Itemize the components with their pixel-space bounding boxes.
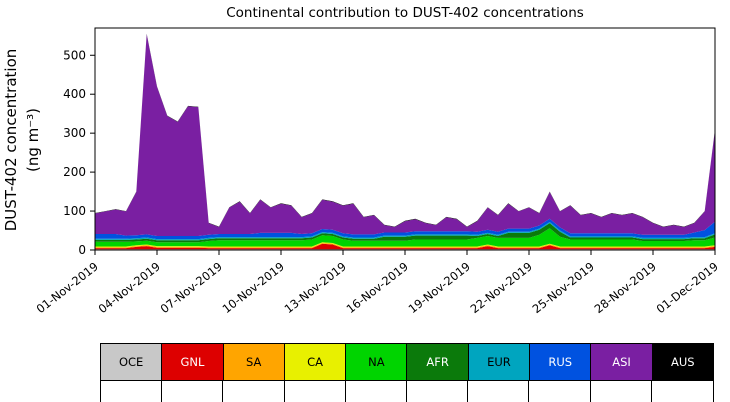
legend-empty-cell: [283, 381, 346, 402]
continent-legend: OCE GNL SA CA NA AFR EUR RUS ASI AUS: [100, 343, 715, 402]
x-tick-label: 19-Nov-2019: [406, 259, 473, 316]
y-tick-label: 200: [63, 165, 86, 179]
legend-empty-cell: [100, 381, 162, 402]
legend-empty-cell: [589, 381, 652, 402]
area-RUS: [95, 218, 715, 240]
x-tick-label: 22-Nov-2019: [468, 259, 535, 316]
legend-empty-cell: [222, 381, 284, 402]
chart-container: Continental contribution to DUST-402 con…: [2, 5, 721, 316]
area-GNL: [95, 243, 715, 250]
y-tick-label: 0: [78, 243, 86, 257]
legend-empty-cell: [467, 381, 529, 402]
legend-empty-cell: [650, 381, 715, 402]
legend-item-RUS: RUS: [529, 343, 592, 381]
chart-title: Continental contribution to DUST-402 con…: [226, 5, 584, 21]
axes: 0 100 200 300 400 500 01-Nov-201904-Nov-201907…: [34, 27, 721, 316]
x-tick-label: 25-Nov-2019: [530, 259, 597, 316]
legend-item-AFR: AFR: [406, 343, 469, 381]
legend-empty-cell: [528, 381, 590, 402]
x-tick-label: 16-Nov-2019: [344, 259, 411, 316]
legend-item-OCE: OCE: [100, 343, 163, 381]
chart-svg: Continental contribution to DUST-402 con…: [2, 5, 721, 316]
legend-item-CA: CA: [283, 343, 347, 381]
y-tick-label: 100: [63, 204, 86, 218]
legend-item-AUS: AUS: [651, 343, 714, 381]
legend-empty-cell: [161, 381, 223, 402]
legend-item-GNL: GNL: [161, 343, 224, 381]
y-axis-label-line2: (ng m⁻³): [24, 108, 42, 172]
area-CA: [95, 242, 715, 248]
y-tick-label: 500: [63, 48, 86, 62]
area-NA: [95, 228, 715, 247]
y-tick-label: 300: [63, 126, 86, 140]
y-tick-label: 400: [63, 87, 86, 101]
legend-row-cropped: [100, 381, 715, 402]
area-EUR: [95, 222, 715, 241]
legend-item-ASI: ASI: [590, 343, 653, 381]
x-tick-label: 28-Nov-2019: [592, 259, 659, 316]
legend-item-SA: SA: [222, 343, 285, 381]
x-tick-label: 04-Nov-2019: [96, 259, 163, 316]
area-AFR: [95, 223, 715, 243]
area-SA: [95, 243, 715, 249]
y-axis-label-line1: DUST-402 concentration: [2, 49, 20, 232]
legend-item-NA: NA: [345, 343, 408, 381]
legend-empty-cell: [406, 381, 468, 402]
x-tick-label: 07-Nov-2019: [158, 259, 225, 316]
x-tick-label: 10-Nov-2019: [220, 259, 287, 316]
x-tick-label: 01-Dec-2019: [654, 259, 721, 316]
x-tick-label: 13-Nov-2019: [282, 259, 349, 316]
legend-empty-cell: [344, 381, 407, 402]
legend-row: OCE GNL SA CA NA AFR EUR RUS ASI AUS: [100, 343, 714, 381]
x-tick-label: 01-Nov-2019: [34, 259, 101, 316]
area-ASI: [95, 34, 715, 237]
legend-item-EUR: EUR: [467, 343, 531, 381]
plot-area: [95, 33, 715, 250]
